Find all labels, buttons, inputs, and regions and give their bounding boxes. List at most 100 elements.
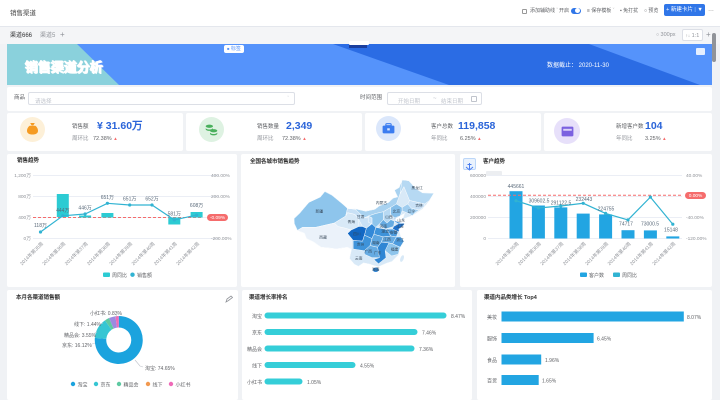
- svg-text:15148: 15148: [664, 228, 678, 234]
- svg-text:4.55%: 4.55%: [360, 364, 375, 370]
- svg-text:2014年第35周: 2014年第35周: [494, 240, 521, 267]
- svg-text:山东: 山东: [397, 217, 405, 222]
- svg-text:-0.09%: -0.09%: [210, 215, 226, 221]
- svg-text:淘宝: 淘宝: [252, 313, 262, 320]
- svg-text:224755: 224755: [598, 207, 615, 213]
- svg-text:河南: 河南: [379, 224, 387, 229]
- svg-text:232443: 232443: [576, 197, 593, 203]
- svg-text:-200.00%: -200.00%: [211, 236, 232, 242]
- svg-text:2014年第38周: 2014年第38周: [561, 240, 588, 267]
- svg-text:淘宝: 74.65%: 淘宝: 74.65%: [145, 365, 175, 372]
- svg-text:贵州: 贵州: [357, 242, 365, 247]
- svg-text:8.47%: 8.47%: [451, 314, 466, 320]
- svg-text:1.05%: 1.05%: [307, 380, 322, 386]
- svg-text:新疆: 新疆: [316, 209, 324, 214]
- svg-text:安徽: 安徽: [390, 230, 398, 235]
- svg-text:吉林: 吉林: [415, 203, 423, 208]
- svg-text:118万: 118万: [34, 223, 47, 229]
- svg-text:2014年第40周: 2014年第40周: [606, 240, 633, 267]
- svg-text:线下: 1.44%: 线下: 1.44%: [74, 321, 102, 328]
- svg-text:400.00%: 400.00%: [211, 173, 231, 179]
- svg-text:2014年第41周: 2014年第41周: [152, 240, 179, 267]
- svg-text:1.65%: 1.65%: [542, 379, 557, 385]
- svg-text:湖南: 湖南: [372, 240, 380, 245]
- svg-text:辽宁: 辽宁: [408, 209, 416, 214]
- svg-text:581万: 581万: [168, 211, 181, 217]
- svg-text:652万: 652万: [145, 197, 158, 203]
- svg-text:食品: 食品: [487, 357, 497, 364]
- svg-text:400000: 400000: [470, 194, 486, 200]
- svg-text:6.45%: 6.45%: [597, 337, 612, 343]
- svg-text:800万: 800万: [18, 194, 31, 200]
- svg-text:线下: 线下: [252, 363, 262, 370]
- svg-text:周同比: 周同比: [622, 272, 637, 279]
- svg-text:小红书: 0.83%: 小红书: 0.83%: [90, 310, 123, 317]
- svg-text:2014年第38周: 2014年第38周: [85, 240, 112, 267]
- svg-text:西藏: 西藏: [319, 235, 327, 240]
- svg-text:0.00%: 0.00%: [689, 193, 703, 199]
- svg-text:四川: 四川: [353, 232, 361, 236]
- svg-text:百货: 百货: [487, 378, 497, 385]
- svg-text:云南: 云南: [355, 256, 363, 261]
- svg-text:广东: 广东: [374, 250, 382, 255]
- svg-text:海南: 海南: [372, 267, 380, 272]
- svg-text:2014年第39周: 2014年第39周: [584, 240, 611, 267]
- svg-text:-40.00%: -40.00%: [686, 215, 705, 221]
- svg-text:小红书: 小红书: [176, 382, 191, 389]
- svg-text:2014年第42周: 2014年第42周: [175, 240, 202, 267]
- svg-text:7.46%: 7.46%: [422, 331, 437, 337]
- svg-text:-120.00%: -120.00%: [686, 236, 707, 242]
- svg-text:40.00%: 40.00%: [686, 173, 703, 179]
- svg-text:7.36%: 7.36%: [419, 347, 434, 353]
- svg-text:8.07%: 8.07%: [687, 315, 702, 321]
- svg-text:京东: 京东: [101, 382, 111, 389]
- svg-text:651万: 651万: [123, 197, 136, 203]
- svg-text:608万: 608万: [190, 203, 203, 209]
- svg-text:线下: 线下: [153, 382, 163, 389]
- svg-text:湖北: 湖北: [381, 229, 389, 234]
- svg-text:651万: 651万: [101, 195, 114, 201]
- svg-text:精品会: 3.55%: 精品会: 3.55%: [64, 332, 97, 339]
- svg-text:淘宝: 淘宝: [78, 382, 88, 389]
- svg-text:600000: 600000: [470, 173, 486, 179]
- svg-text:400万: 400万: [18, 215, 31, 221]
- svg-text:444万: 444万: [56, 208, 69, 214]
- svg-text:2014年第36周: 2014年第36周: [516, 240, 543, 267]
- svg-text:江西: 江西: [383, 237, 391, 242]
- svg-text:内蒙古: 内蒙古: [376, 200, 388, 205]
- svg-text:2014年第41周: 2014年第41周: [628, 240, 655, 267]
- svg-text:甘肃: 甘肃: [357, 214, 365, 219]
- svg-text:200.00%: 200.00%: [211, 194, 231, 200]
- svg-text:2014年第36周: 2014年第36周: [41, 240, 68, 267]
- svg-text:北京: 北京: [393, 209, 401, 214]
- svg-text:73000.5: 73000.5: [641, 222, 659, 228]
- svg-text:446万: 446万: [78, 206, 91, 212]
- svg-text:291122.5: 291122.5: [551, 201, 572, 207]
- svg-text:青海: 青海: [348, 219, 356, 224]
- svg-text:山西: 山西: [385, 214, 393, 219]
- svg-text:江苏: 江苏: [396, 224, 404, 229]
- svg-text:200000: 200000: [470, 215, 486, 221]
- svg-text:1.96%: 1.96%: [545, 358, 560, 364]
- svg-text:2014年第37周: 2014年第37周: [63, 240, 90, 267]
- svg-text:服饰: 服饰: [487, 336, 497, 343]
- svg-text:京东: 京东: [252, 330, 262, 337]
- svg-text:2014年第42周: 2014年第42周: [651, 240, 678, 267]
- svg-text:黑龙江: 黑龙江: [411, 185, 423, 190]
- svg-text:2014年第35周: 2014年第35周: [18, 240, 45, 267]
- svg-text:浙江: 浙江: [396, 237, 404, 242]
- svg-text:客户数: 客户数: [589, 272, 604, 279]
- svg-text:0万: 0万: [24, 236, 32, 242]
- svg-text:2014年第37周: 2014年第37周: [539, 240, 566, 267]
- svg-text:309602.5: 309602.5: [529, 199, 550, 205]
- svg-text:精品会: 精品会: [124, 382, 139, 389]
- svg-text:京东: 16.12%: 京东: 16.12%: [62, 342, 92, 349]
- svg-text:精品会: 精品会: [247, 346, 262, 353]
- svg-text:销售额: 销售额: [137, 272, 152, 279]
- svg-text:0: 0: [483, 236, 486, 242]
- svg-text:445661: 445661: [508, 184, 525, 190]
- svg-text:广西: 广西: [364, 249, 372, 254]
- svg-text:2014年第39周: 2014年第39周: [108, 240, 135, 267]
- svg-text:1,200万: 1,200万: [14, 173, 31, 179]
- svg-text:小红书: 小红书: [247, 379, 262, 386]
